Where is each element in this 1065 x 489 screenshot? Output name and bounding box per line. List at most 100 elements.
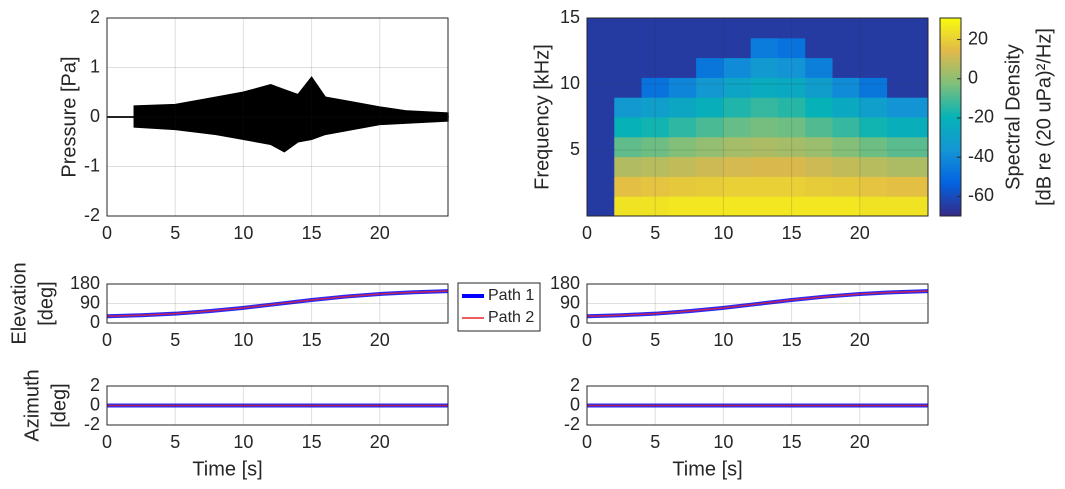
heat-cell	[887, 37, 929, 59]
heat-cell	[832, 196, 861, 217]
axes-box	[586, 17, 929, 217]
heat-cell	[750, 156, 779, 177]
heat-cell	[750, 196, 779, 217]
heat-cell	[668, 196, 697, 217]
heat-cell	[859, 136, 888, 158]
y-tick-label: 0	[570, 312, 580, 332]
heat-cell	[777, 196, 806, 217]
heat-cell	[587, 196, 615, 217]
heat-cell	[614, 77, 643, 98]
y-axis-label: Azimuth	[21, 369, 43, 441]
heat-cell	[641, 117, 670, 138]
x-tick-label: 10	[233, 432, 253, 452]
heat-cell	[832, 156, 861, 177]
y-tick-label: 1	[90, 56, 100, 76]
x-tick-label: 0	[582, 432, 592, 452]
x-tick-label: 15	[782, 223, 802, 243]
heat-cell	[777, 176, 806, 197]
x-tick-label: 20	[370, 330, 390, 350]
heat-cell	[668, 57, 697, 78]
heat-cell	[750, 176, 779, 197]
heat-cell	[614, 176, 643, 197]
colorbar-tick-label: 20	[968, 28, 988, 48]
heat-cell	[696, 37, 724, 59]
heat-cell	[832, 77, 861, 98]
heat-cell	[614, 136, 643, 158]
area	[107, 116, 449, 153]
heat-cell	[641, 97, 670, 118]
heat-cell	[859, 57, 888, 78]
heat-cell	[859, 77, 888, 98]
heat-cell	[641, 156, 670, 177]
heat-cell	[614, 196, 643, 217]
legend-label: Path 2	[488, 309, 534, 326]
colorbar-label: Spectral Density	[1002, 44, 1024, 190]
heat-cell	[859, 176, 888, 197]
x-tick-label: 15	[302, 223, 322, 243]
heat-cell	[641, 77, 670, 98]
heat-cell	[641, 136, 670, 158]
heat-cell	[777, 18, 806, 39]
heat-cell	[587, 176, 615, 197]
heat-cell	[641, 57, 670, 78]
y-tick-label: -2	[84, 205, 100, 225]
x-tick-label: 0	[102, 223, 112, 243]
legend-box	[457, 282, 541, 332]
heat-cell	[805, 196, 834, 217]
heat-cell	[887, 57, 929, 78]
y-tick-label: 10	[560, 73, 580, 93]
x-tick-label: 5	[170, 330, 180, 350]
heat-cell	[668, 97, 697, 118]
line	[106, 290, 449, 318]
x-tick-label: 10	[233, 330, 253, 350]
heat-cell	[805, 97, 834, 118]
x-tick-label: 20	[370, 223, 390, 243]
heat-cell	[832, 37, 861, 59]
heat-cell	[723, 18, 752, 39]
heat-cell	[587, 57, 615, 78]
axes-box	[586, 283, 929, 324]
x-axis-label: Time [s]	[672, 458, 742, 480]
heat-cell	[696, 97, 724, 118]
x-tick-label: 10	[713, 330, 733, 350]
legend-label: Path 1	[488, 287, 534, 304]
heat-cell	[750, 37, 779, 59]
heat-cell	[832, 176, 861, 197]
heat-cell	[587, 117, 615, 138]
heat-cell	[587, 18, 615, 39]
heat-cell	[696, 156, 724, 177]
heat-cell	[750, 97, 779, 118]
heat-cell	[723, 156, 752, 177]
x-tick-label: 5	[170, 432, 180, 452]
heat-cell	[641, 18, 670, 39]
heat-cell	[777, 57, 806, 78]
heat-cell	[641, 37, 670, 59]
colorbar-tick-label: -40	[968, 146, 994, 166]
y-tick-label: 0	[90, 312, 100, 332]
heat-cell	[859, 97, 888, 118]
x-tick-label: 20	[370, 432, 390, 452]
y-tick-label: 90	[80, 292, 100, 312]
line	[586, 290, 929, 318]
colorbar-tick-label: -60	[968, 185, 994, 205]
heat-cell	[859, 37, 888, 59]
heat-cell	[614, 18, 643, 39]
y-axis-label: Elevation	[8, 262, 30, 344]
heat-cell	[777, 117, 806, 138]
axes: 0 5 10 15 20 5 10 15 Frequency [kHz] -60 -40 -20 0 20…	[531, 7, 1055, 243]
heat-cell	[887, 97, 929, 118]
heat-cell	[668, 77, 697, 98]
axes-box	[586, 385, 929, 426]
heat-cell	[805, 77, 834, 98]
heat-cell	[750, 18, 779, 39]
heat-cell	[587, 97, 615, 118]
heat-cell	[805, 136, 834, 158]
heat-cell	[696, 176, 724, 197]
heat-cell	[832, 57, 861, 78]
heat-cell	[614, 37, 643, 59]
heat-cell	[859, 196, 888, 217]
y-axis-label: [deg]	[48, 383, 70, 427]
y-tick-label: -2	[564, 414, 580, 434]
